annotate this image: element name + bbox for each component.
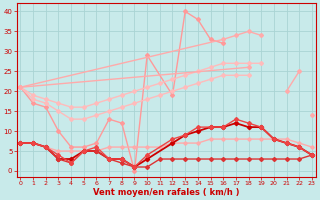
- X-axis label: Vent moyen/en rafales ( km/h ): Vent moyen/en rafales ( km/h ): [93, 188, 239, 197]
